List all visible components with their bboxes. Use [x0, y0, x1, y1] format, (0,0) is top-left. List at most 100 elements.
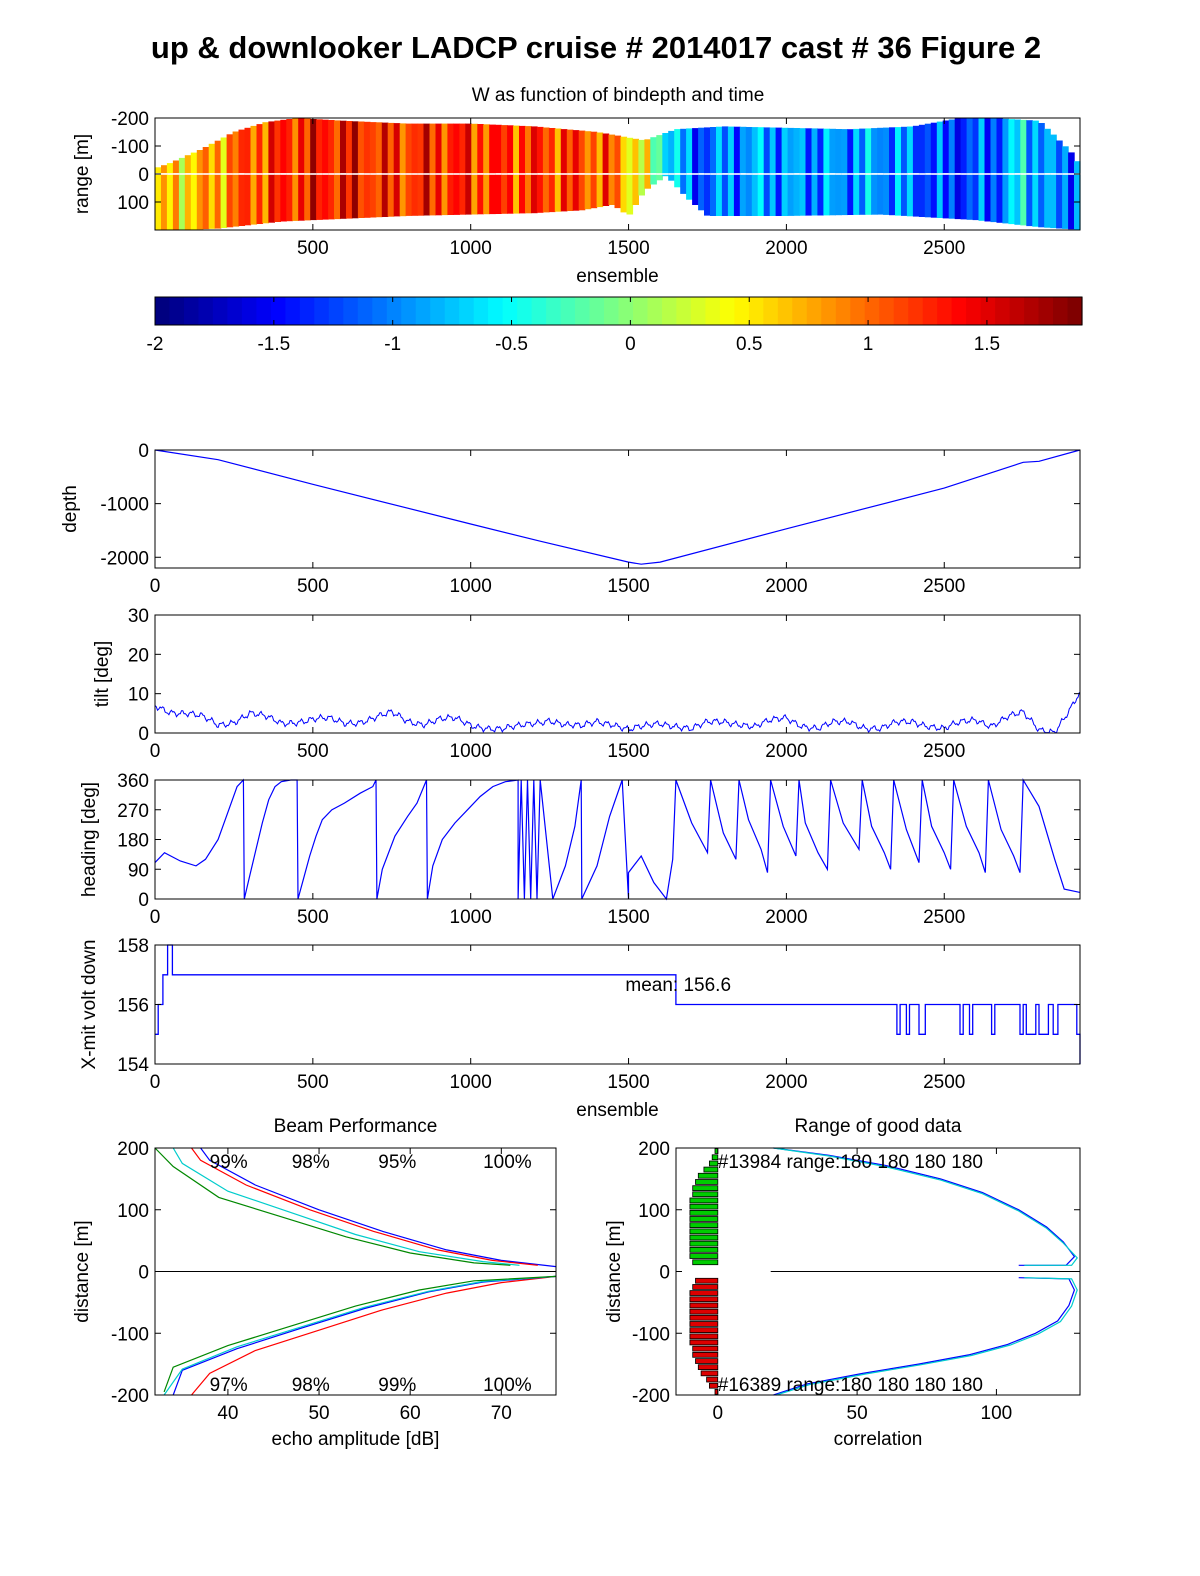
- colorbar-cell: [719, 297, 735, 325]
- heatmap-cell: [501, 174, 508, 214]
- range-good-xtick-label: 100: [981, 1403, 1013, 1424]
- beam-bottom-percent: 97%: [210, 1375, 248, 1396]
- heatmap-cell: [716, 174, 723, 216]
- beam-series-line: [163, 1275, 557, 1396]
- heading-ylabel: heading [deg]: [79, 782, 100, 897]
- heatmap-cell: [1002, 118, 1009, 174]
- heading-xtick-label: 2000: [765, 907, 807, 928]
- colorbar-tick-label: -1.5: [257, 334, 290, 355]
- heatmap-cell: [996, 118, 1004, 174]
- w-heatmap-xtick-label: 2500: [923, 238, 965, 259]
- heatmap-cell: [423, 123, 431, 174]
- heatmap-cell: [190, 174, 198, 230]
- heatmap-cell: [942, 120, 950, 174]
- heatmap-cell: [620, 136, 628, 174]
- tilt-plot-area: [155, 615, 1080, 733]
- heatmap-cell: [966, 118, 974, 174]
- heatmap-cell: [387, 174, 395, 217]
- depth-plot-area: [155, 450, 1080, 568]
- range-up-bar: [689, 1216, 719, 1222]
- colorbar-cell: [777, 297, 793, 325]
- colorbar-cell: [893, 297, 909, 325]
- heatmap-cell: [459, 123, 466, 174]
- heatmap-cell: [817, 174, 824, 216]
- heatmap-cell: [417, 123, 425, 174]
- heatmap-cell: [805, 174, 813, 216]
- heatmap-cell: [656, 174, 663, 181]
- colorbar-cell: [850, 297, 866, 325]
- heatmap-cell: [727, 126, 735, 174]
- heatmap-cell: [363, 121, 371, 174]
- heading-ytick-label: 360: [117, 771, 149, 792]
- heatmap-cell: [357, 121, 365, 174]
- heatmap-cell: [733, 174, 741, 216]
- heatmap-cell: [936, 121, 944, 174]
- heatmap-cell: [501, 125, 508, 174]
- heatmap-cell: [1008, 119, 1015, 174]
- heatmap-cell: [781, 127, 789, 174]
- beam-series-line: [172, 1147, 520, 1266]
- range-down-bar: [689, 1327, 719, 1333]
- figure-title: up & downlooker LADCP cruise # 2014017 c…: [151, 30, 1041, 65]
- heatmap-cell: [280, 119, 287, 174]
- heatmap-cell: [972, 118, 980, 174]
- heatmap-cell: [489, 124, 496, 174]
- range-good-ytick-label: -200: [632, 1386, 670, 1407]
- colorbar-cell: [951, 297, 967, 325]
- heatmap-cell: [238, 129, 246, 174]
- heatmap-cell: [584, 131, 592, 174]
- heading-xtick-label: 1500: [607, 907, 649, 928]
- range-up-bar: [711, 1154, 719, 1161]
- colorbar-cell: [473, 297, 489, 325]
- colorbar-cell: [1067, 297, 1083, 325]
- beam-top-percent: 99%: [210, 1152, 248, 1173]
- heading-ytick-label: 180: [117, 831, 149, 852]
- heatmap-cell: [405, 174, 413, 216]
- heatmap-cell: [554, 128, 562, 174]
- heatmap-cell: [829, 174, 836, 216]
- tilt-frame: [154, 614, 1081, 734]
- colorbar-cell: [415, 297, 431, 325]
- range-down-bar: [695, 1277, 719, 1284]
- heatmap-cell: [918, 174, 926, 217]
- heading-xtick-label: 1000: [450, 907, 492, 928]
- heatmap-cell: [865, 174, 872, 215]
- heatmap-cell: [823, 128, 830, 174]
- heatmap-cell: [901, 174, 908, 216]
- heatmap-cell: [346, 174, 353, 219]
- heatmap-cell: [847, 129, 854, 174]
- w-heatmap-ylabel: range [m]: [72, 134, 93, 214]
- range-top-label: #13984 range:180 180 180 180: [718, 1152, 983, 1173]
- heatmap-cell: [1044, 174, 1051, 228]
- w-heatmap-ytick-label: 0: [138, 165, 149, 186]
- depth-xtick-label: 500: [297, 576, 329, 597]
- heatmap-cell: [727, 174, 735, 216]
- colorbar-cell: [676, 297, 692, 325]
- heatmap-cell: [369, 174, 377, 218]
- heatmap-cell: [733, 126, 741, 174]
- range-good-xlabel: correlation: [834, 1429, 923, 1450]
- heatmap-cell: [608, 174, 616, 205]
- colorbar-cell: [1009, 297, 1025, 325]
- heatmap-cell: [757, 127, 765, 174]
- heatmap-cell: [721, 174, 729, 216]
- heatmap-cell: [298, 174, 305, 221]
- heatmap-cell: [632, 174, 639, 205]
- heatmap-cell: [1074, 161, 1081, 174]
- w-heatmap-xtick-label: 2000: [765, 238, 807, 259]
- heatmap-cell: [662, 133, 669, 174]
- range-series-line: [776, 1277, 1078, 1396]
- range-series-line: [773, 1277, 1076, 1396]
- range-good-xtick-label: 50: [847, 1403, 868, 1424]
- tilt-ytick-label: 0: [138, 724, 149, 745]
- heatmap-cell: [781, 174, 789, 216]
- w-heatmap-ytick-label: -200: [111, 109, 149, 130]
- volt-line: [155, 944, 1081, 1064]
- range-up-bar: [709, 1160, 719, 1167]
- heatmap-cell: [554, 174, 562, 212]
- heatmap-cell: [948, 119, 956, 174]
- heatmap-cell: [924, 174, 932, 218]
- heatmap-cell: [578, 174, 586, 211]
- heatmap-cell: [298, 118, 305, 174]
- heatmap-cell: [1062, 174, 1069, 229]
